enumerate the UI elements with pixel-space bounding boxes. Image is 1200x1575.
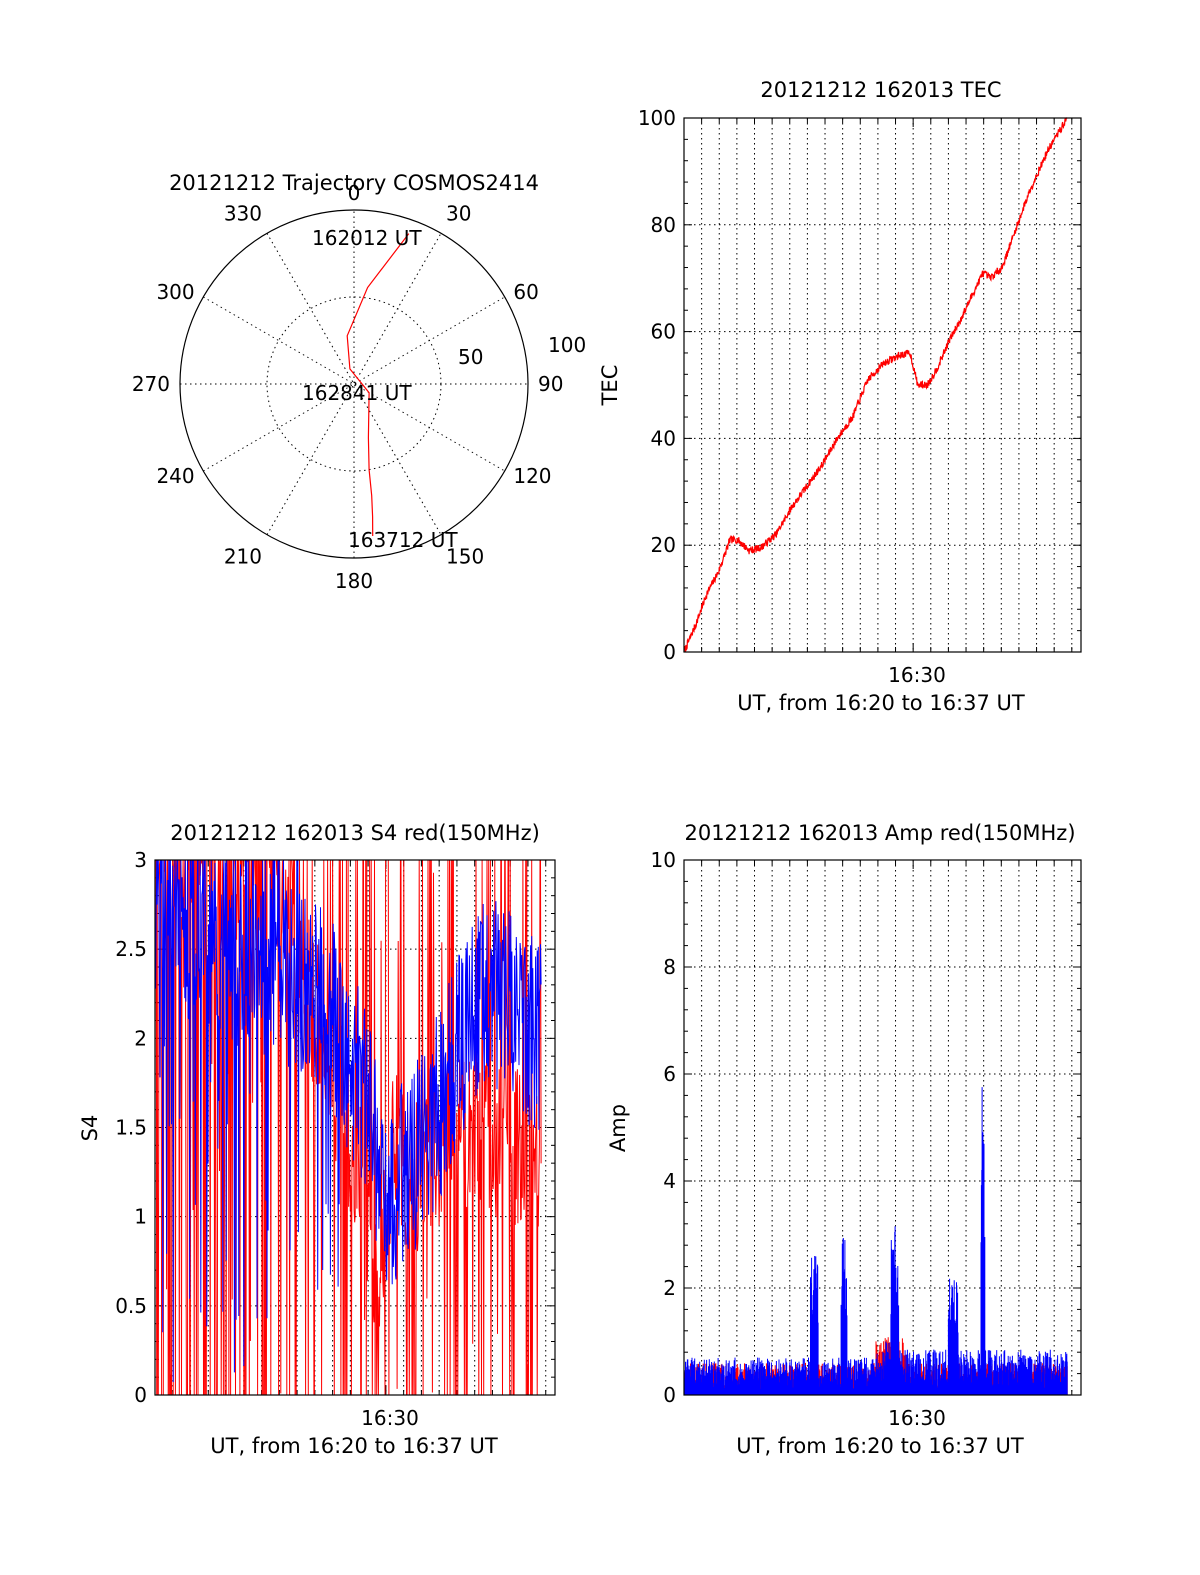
tec-frame: [683, 117, 1082, 653]
amp-frame: [683, 859, 1082, 1396]
polar-angle-label-180: 180: [335, 569, 373, 593]
amp-x-axis-label: UT, from 16:20 to 16:37 UT: [736, 1434, 1024, 1458]
tec-y-axis-label: TEC: [598, 365, 622, 407]
s4-title: 20121212 162013 S4 red(150MHz): [170, 821, 540, 845]
tec-y-tick-labels: 0 20 40 60 80 100: [638, 106, 676, 664]
polar-angle-label-150: 150: [446, 544, 484, 568]
tec-x-tick-label: 16:30: [888, 663, 946, 687]
amp-ticks: [683, 859, 1081, 1396]
tec-grid: [684, 118, 1081, 652]
y-tick-label: 3: [134, 848, 147, 872]
trajectory-line: [346, 233, 410, 537]
y-tick-label: 80: [651, 213, 676, 237]
y-tick-label: 0: [663, 640, 676, 664]
y-tick-label: 0: [134, 1383, 147, 1407]
y-tick-label: 1: [134, 1205, 147, 1229]
y-tick-label: 40: [651, 426, 676, 450]
tec-line: [683, 117, 1068, 653]
tec-x-axis-label: UT, from 16:20 to 16:37 UT: [737, 691, 1025, 715]
s4-plot: 20121212 162013 S4 red(150MHz) 0 0.5 1 1.5 2…: [78, 821, 556, 1458]
polar-angle-label-120: 120: [513, 464, 551, 488]
polar-angle-label-30: 30: [446, 202, 471, 226]
trajectory-start-label: 162012 UT: [312, 226, 422, 250]
y-tick-label: 6: [663, 1062, 676, 1086]
polar-spoke-120: [203, 296, 505, 472]
amp-grid: [684, 860, 1081, 1395]
amp-x-tick-label: 16:30: [888, 1406, 946, 1430]
polar-horizon-circle: [179, 209, 529, 559]
polar-radius-label-50: 50: [458, 345, 483, 369]
s4-frame: [154, 859, 556, 1396]
y-tick-label: 10: [651, 848, 676, 872]
polar-spoke-30: [266, 233, 442, 535]
tec-series: [683, 117, 1068, 653]
y-tick-label: 2: [134, 1026, 147, 1050]
polar-angle-label-90: 90: [538, 372, 563, 396]
polar-angle-label-240: 240: [156, 464, 194, 488]
trajectory-end-label: 163712 UT: [348, 528, 458, 552]
y-tick-label: 0.5: [115, 1294, 147, 1318]
y-tick-label: 2: [663, 1276, 676, 1300]
amp-title: 20121212 162013 Amp red(150MHz): [684, 821, 1075, 845]
polar-radius-label-100: 100: [548, 333, 586, 357]
polar-angle-label-330: 330: [224, 202, 262, 226]
polar-angle-label-60: 60: [513, 280, 538, 304]
amp-plot: 20121212 162013 Amp red(150MHz) 0246810 …: [606, 821, 1082, 1458]
polar-angle-labels: 0 30 60 90 120 150 180 210 240 270 300 330: [132, 181, 564, 593]
y-tick-label: 60: [651, 320, 676, 344]
y-tick-label: 2.5: [115, 937, 147, 961]
polar-grid: [180, 210, 528, 558]
polar-angle-label-270: 270: [132, 372, 170, 396]
y-tick-label: 8: [663, 955, 676, 979]
s4-x-axis-label: UT, from 16:20 to 16:37 UT: [210, 1434, 498, 1458]
tec-plot: 20121212 162013 TEC 0 20 40 60 80 100 16:30 U…: [598, 78, 1082, 715]
amp-y-axis-label: Amp: [606, 1104, 630, 1152]
tec-title: 20121212 162013 TEC: [760, 78, 1001, 102]
polar-angle-label-300: 300: [156, 280, 194, 304]
s4-x-tick-label: 16:30: [361, 1406, 419, 1430]
y-tick-label: 20: [651, 533, 676, 557]
y-tick-label: 1.5: [115, 1116, 147, 1140]
amp-y-tick-labels: 0 2 4 6 8 10: [651, 848, 676, 1407]
tec-ticks: [683, 117, 1081, 653]
s4-blue-line: [154, 859, 542, 1383]
s4-series: [154, 859, 542, 1396]
amp-series: [683, 1087, 1068, 1395]
polar-angle-label-0: 0: [348, 181, 361, 205]
y-tick-label: 100: [638, 106, 676, 130]
s4-y-tick-labels: 0 0.5 1 1.5 2 2.5 3: [115, 848, 147, 1407]
polar-angle-label-210: 210: [224, 544, 262, 568]
trajectory-mid-label: 162841 UT: [302, 381, 412, 405]
y-tick-label: 0: [663, 1383, 676, 1407]
polar-spoke-60: [203, 296, 505, 472]
polar-spoke-150: [266, 233, 442, 535]
y-tick-label: 4: [663, 1169, 676, 1193]
polar-trajectory-plot: 20121212 Trajectory COSMOS2414 0 30 60 90 12…: [132, 171, 586, 593]
s4-y-axis-label: S4: [78, 1115, 102, 1142]
polar-title: 20121212 Trajectory COSMOS2414: [169, 171, 539, 195]
